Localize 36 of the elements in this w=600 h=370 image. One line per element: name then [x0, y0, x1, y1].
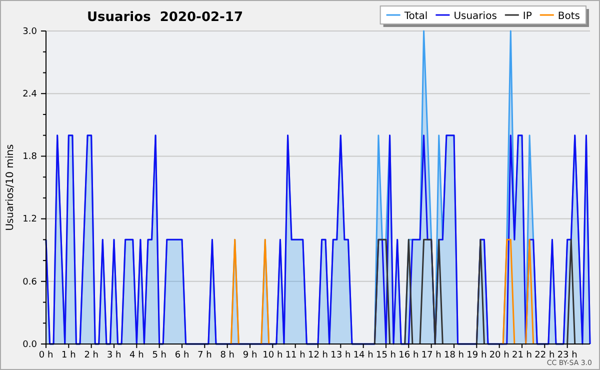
chart-title: Usuarios 2020-02-17 — [86, 10, 244, 25]
x-tick-label: 2 h — [84, 350, 98, 360]
x-tick-label: 13 h — [330, 350, 351, 360]
x-tick-label: 22 h — [534, 350, 555, 360]
x-tick-label: 1 h — [62, 350, 76, 360]
x-tick-label: 23 h — [557, 350, 578, 360]
legend-label: Bots — [558, 11, 580, 22]
y-axis-title: Usuarios/10 mins — [5, 144, 16, 231]
x-tick-label: 20 h — [489, 350, 510, 360]
x-tick-label: 8 h — [220, 350, 234, 360]
x-tick-label: 17 h — [421, 350, 442, 360]
x-tick-label: 14 h — [353, 350, 374, 360]
y-tick-label: 0.6 — [22, 277, 38, 288]
x-tick-label: 6 h — [174, 350, 190, 360]
y-tick-label: 1.2 — [22, 214, 37, 225]
x-tick-label: 21 h — [512, 350, 532, 360]
x-tick-label: 0 h — [38, 350, 54, 360]
x-tick-label: 11 h — [285, 350, 306, 360]
y-tick-label: 0.0 — [22, 340, 38, 350]
legend-label: IP — [522, 11, 532, 22]
x-tick-label: 16 h — [398, 350, 419, 360]
x-tick-label: 15 h — [376, 350, 396, 360]
x-tick-label: 12 h — [308, 350, 328, 360]
y-tick-label: 2.4 — [22, 89, 38, 100]
x-tick-label: 19 h — [466, 350, 487, 360]
x-tick-label: 18 h — [444, 350, 464, 360]
x-tick-label: 5 h — [152, 350, 166, 360]
x-tick-label: 7 h — [198, 350, 212, 360]
x-tick-label: 3 h — [106, 350, 122, 360]
x-tick-label: 9 h — [242, 350, 258, 360]
x-tick-label: 4 h — [130, 350, 144, 360]
y-tick-label: 1.8 — [22, 152, 38, 162]
legend-label: Usuarios — [454, 11, 497, 22]
y-tick-label: 3.0 — [22, 26, 38, 37]
legend-label: Total — [403, 11, 428, 22]
x-tick-label: 10 h — [262, 350, 283, 360]
